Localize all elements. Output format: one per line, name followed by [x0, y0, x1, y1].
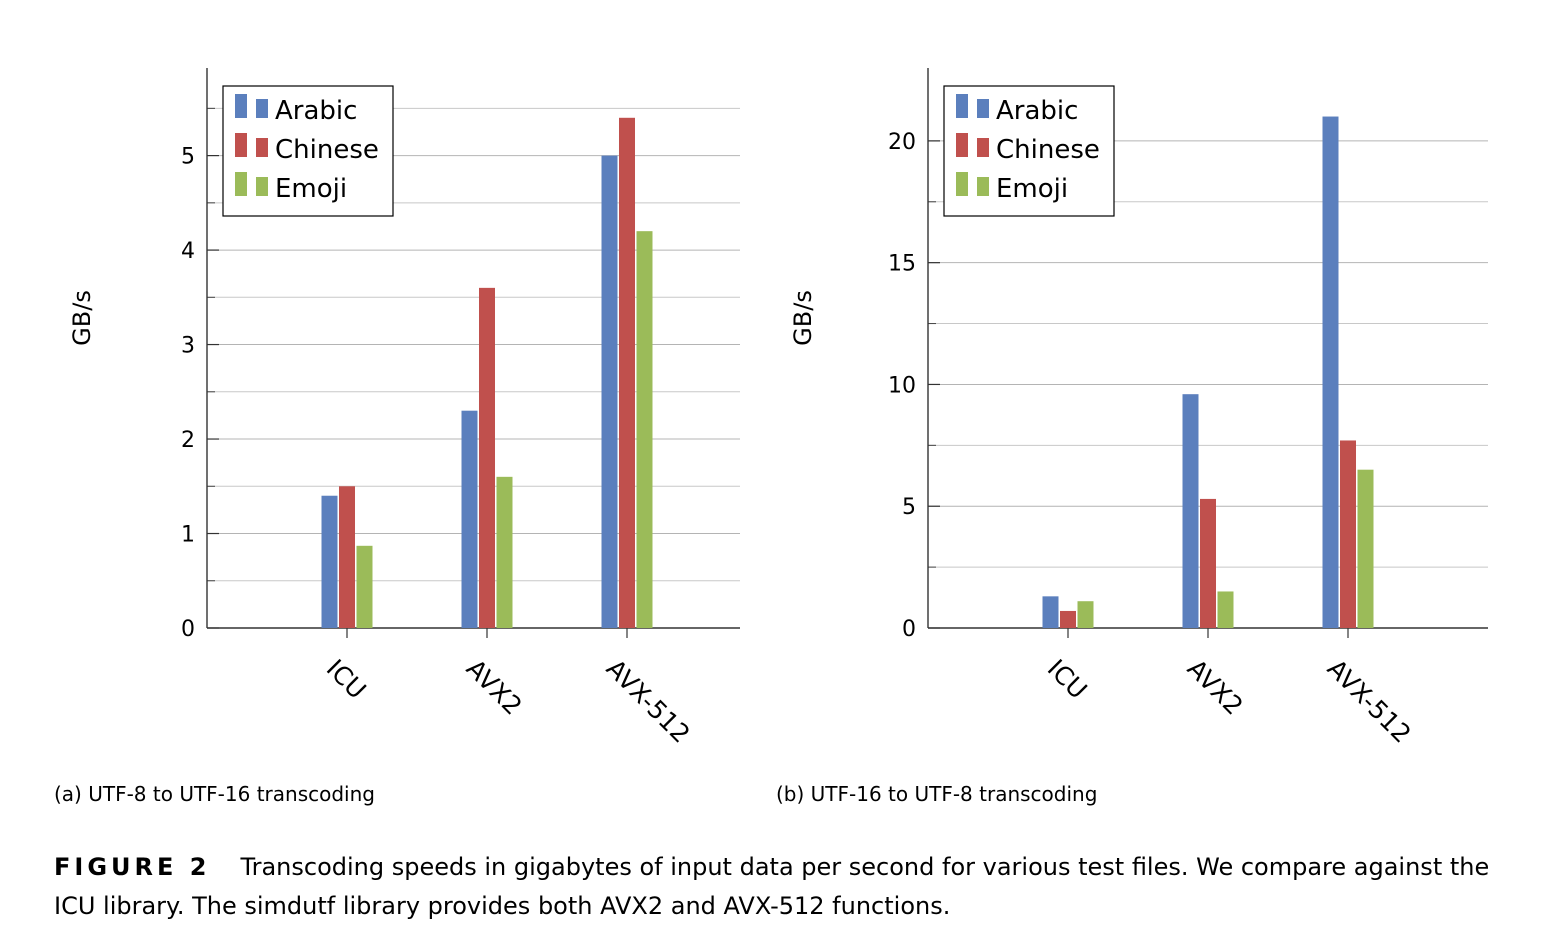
bar-chinese-avx-512 — [619, 117, 635, 629]
subcaption-b: (b) UTF-16 to UTF-8 transcoding — [776, 782, 1098, 806]
y-tick-label: 10 — [888, 373, 916, 398]
y-axis-label: GB/s — [789, 290, 817, 346]
legend-swatch-chinese — [256, 138, 268, 157]
chart-utf16-to-utf8: 0 5 10 15 20 ICU AVX2 AVX-512 GB/s Arabic Chinese E… — [789, 68, 1488, 749]
bar-emoji-icu — [1077, 601, 1094, 628]
y-tick-label: 1 — [181, 523, 195, 548]
bar-arabic-avx-512 — [601, 155, 618, 628]
legend-label-arabic: Arabic — [275, 96, 357, 126]
legend-swatch-emoji — [256, 177, 268, 196]
legend-swatch-emoji — [977, 177, 989, 196]
bar-emoji-avx2 — [1217, 591, 1234, 628]
legend-swatch-arabic — [977, 99, 989, 118]
legend-swatch-arabic — [256, 99, 268, 118]
bar-emoji-icu — [356, 545, 373, 628]
legend-swatch-chinese — [977, 138, 989, 157]
bar-emoji-avx-512 — [636, 231, 653, 628]
y-tick-label: 0 — [902, 617, 916, 642]
bar-arabic-icu — [1042, 596, 1059, 628]
legend-label-arabic: Arabic — [996, 96, 1078, 126]
y-tick-label: 5 — [902, 495, 916, 520]
legend-box — [222, 85, 394, 217]
legend-swatch-chinese — [956, 133, 968, 157]
x-tick-label: AVX2 — [1182, 654, 1249, 721]
legend-swatch-emoji — [235, 172, 247, 196]
bar-arabic-icu — [321, 495, 338, 628]
legend-label-emoji: Emoji — [275, 174, 347, 204]
legend-box — [943, 85, 1115, 217]
y-tick-label: 20 — [888, 130, 916, 155]
legend-label-chinese: Chinese — [996, 135, 1100, 165]
y-tick-label: 5 — [181, 145, 195, 170]
legend-swatch-emoji — [956, 172, 968, 196]
y-tick-label: 15 — [888, 252, 916, 277]
y-tick-label: 0 — [181, 617, 195, 642]
bar-arabic-avx-512 — [1322, 116, 1339, 629]
bar-chinese-icu — [1060, 610, 1076, 628]
y-axis-label: GB/s — [68, 290, 96, 346]
legend-label-emoji: Emoji — [996, 174, 1068, 204]
bar-chinese-avx2 — [479, 287, 495, 628]
bar-arabic-avx2 — [1182, 394, 1199, 628]
figure-caption: FIGURE 2 Transcoding speeds in gigabytes … — [54, 848, 1494, 926]
bar-chinese-avx-512 — [1340, 440, 1356, 628]
bar-emoji-avx2 — [496, 476, 513, 628]
x-tick-label: ICU — [1042, 654, 1093, 705]
bar-chinese-avx2 — [1200, 498, 1216, 628]
bar-arabic-avx2 — [461, 410, 478, 628]
legend-swatch-arabic — [235, 94, 247, 118]
legend-label-chinese: Chinese — [275, 135, 379, 165]
legend-swatch-chinese — [235, 133, 247, 157]
y-tick-label: 3 — [181, 334, 195, 359]
y-tick-label: 2 — [181, 428, 195, 453]
legend: Arabic Chinese Emoji — [222, 85, 394, 217]
figure-caption-text: Transcoding speeds in gigabytes of input… — [54, 853, 1490, 920]
figure-label: FIGURE 2 — [54, 853, 211, 881]
bar-chinese-icu — [339, 486, 355, 628]
x-tick-label: AVX-512 — [1322, 654, 1417, 749]
legend: Arabic Chinese Emoji — [943, 85, 1115, 217]
subcaption-a: (a) UTF-8 to UTF-16 transcoding — [54, 782, 375, 806]
bar-emoji-avx-512 — [1357, 469, 1374, 628]
legend-swatch-arabic — [956, 94, 968, 118]
y-tick-label: 4 — [181, 239, 195, 264]
